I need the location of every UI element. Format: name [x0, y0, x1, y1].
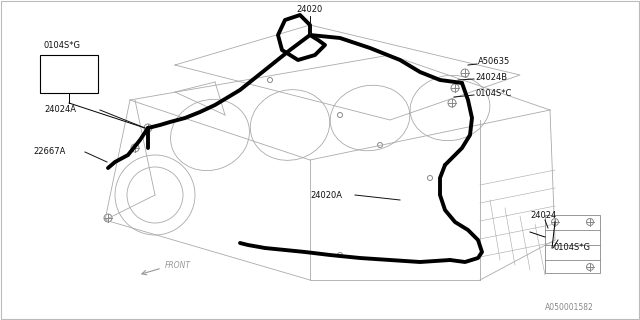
Text: FRONT: FRONT — [165, 260, 191, 269]
Text: A050001582: A050001582 — [545, 303, 594, 313]
Text: 0104S*G: 0104S*G — [553, 244, 590, 252]
Text: 24020A: 24020A — [310, 190, 342, 199]
Text: A50635: A50635 — [478, 58, 510, 67]
Text: 24024: 24024 — [530, 211, 556, 220]
Text: 24024B: 24024B — [475, 74, 507, 83]
Text: 24024A: 24024A — [44, 106, 76, 115]
Bar — [545, 215, 600, 273]
Text: 22667A: 22667A — [33, 148, 65, 156]
Bar — [40, 55, 98, 93]
Text: 24020: 24020 — [297, 5, 323, 14]
Text: 0104S*G: 0104S*G — [44, 41, 81, 50]
Text: 0104S*C: 0104S*C — [475, 90, 511, 99]
